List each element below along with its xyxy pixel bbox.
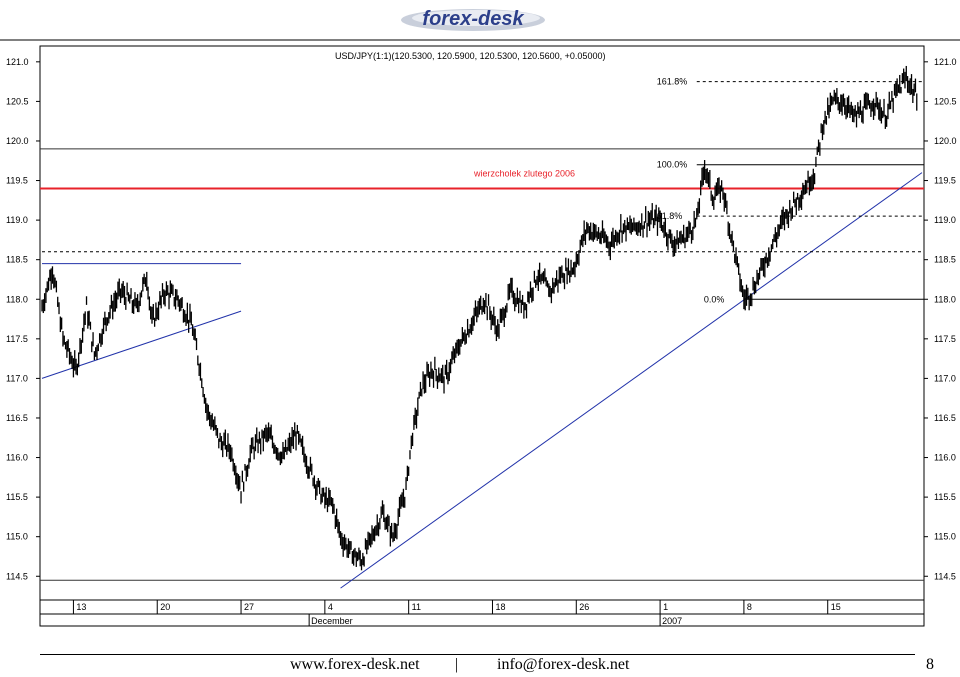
y-tick-label-left: 118.0 [6,294,28,304]
x-axis-band [39,599,925,615]
fib-level-label: 100.0% [657,160,688,170]
month-label: December [311,616,353,626]
fib-level-label: 61.8% [657,211,683,221]
y-tick-label-left: 121.0 [6,57,29,67]
y-tick-label-right: 115.0 [934,532,956,542]
x-tick-label: 15 [831,602,841,612]
fib-level-label: 0.0% [704,294,725,304]
y-tick-label-left: 117.0 [6,373,28,383]
forex-desk-logo: forex-desk [401,8,545,31]
price-chart: USD/JPY(1:1)(120.5300, 120.5900, 120.530… [0,39,960,627]
y-tick-label-right: 118.0 [934,294,956,304]
y-tick-label-left: 116.0 [6,453,28,463]
resistance-label: wierzcholek zlutego 2006 [473,168,575,178]
footer-website[interactable]: www.forex-desk.net [290,656,420,673]
footer-rule [40,654,915,655]
chart-title: USD/JPY(1:1)(120.5300, 120.5900, 120.530… [335,51,605,61]
y-tick-label-right: 116.0 [934,453,956,463]
x-tick-label: 20 [160,602,170,612]
y-tick-label-left: 114.5 [6,571,28,581]
x-tick-label: 1 [663,602,668,612]
y-tick-label-left: 119.5 [6,176,28,186]
y-tick-label-left: 118.5 [6,255,28,265]
y-tick-label-right: 121.0 [934,57,957,67]
x-tick-label: 4 [328,602,333,612]
y-tick-label-right: 114.5 [934,571,956,581]
month-label: 2007 [662,616,682,626]
x-tick-label: 26 [579,602,589,612]
y-tick-label-right: 120.0 [934,136,957,146]
page-number: 8 [926,656,934,673]
y-tick-label-right: 120.5 [934,96,957,106]
y-tick-label-right: 116.5 [934,413,956,423]
plot-frame [39,45,925,601]
svg-text:forex-desk: forex-desk [422,8,524,30]
footer-separator: | [455,656,459,673]
y-tick-label-right: 118.5 [934,255,956,265]
y-tick-label-left: 120.5 [6,96,29,106]
y-tick-label-left: 119.0 [6,215,28,225]
x-tick-label: 13 [76,602,86,612]
x-tick-label: 8 [747,602,752,612]
footer-email[interactable]: info@forex-desk.net [497,656,630,673]
y-tick-label-left: 120.0 [6,136,29,146]
trend-line [340,172,923,589]
x-tick-label: 18 [495,602,505,612]
y-tick-label-right: 115.5 [934,492,956,502]
y-tick-label-left: 117.5 [6,334,28,344]
y-tick-label-right: 119.5 [934,176,956,186]
y-tick-label-left: 115.0 [6,532,28,542]
x-tick-label: 11 [412,602,421,612]
y-tick-label-right: 117.0 [934,373,956,383]
fib-level-label: 161.8% [657,77,688,87]
y-tick-label-left: 116.5 [6,413,28,423]
y-tick-label-right: 117.5 [934,334,956,344]
x-axis-month-band [39,613,925,627]
x-tick-label: 27 [244,602,254,612]
y-tick-label-right: 119.0 [934,215,956,225]
y-tick-label-left: 115.5 [6,492,28,502]
